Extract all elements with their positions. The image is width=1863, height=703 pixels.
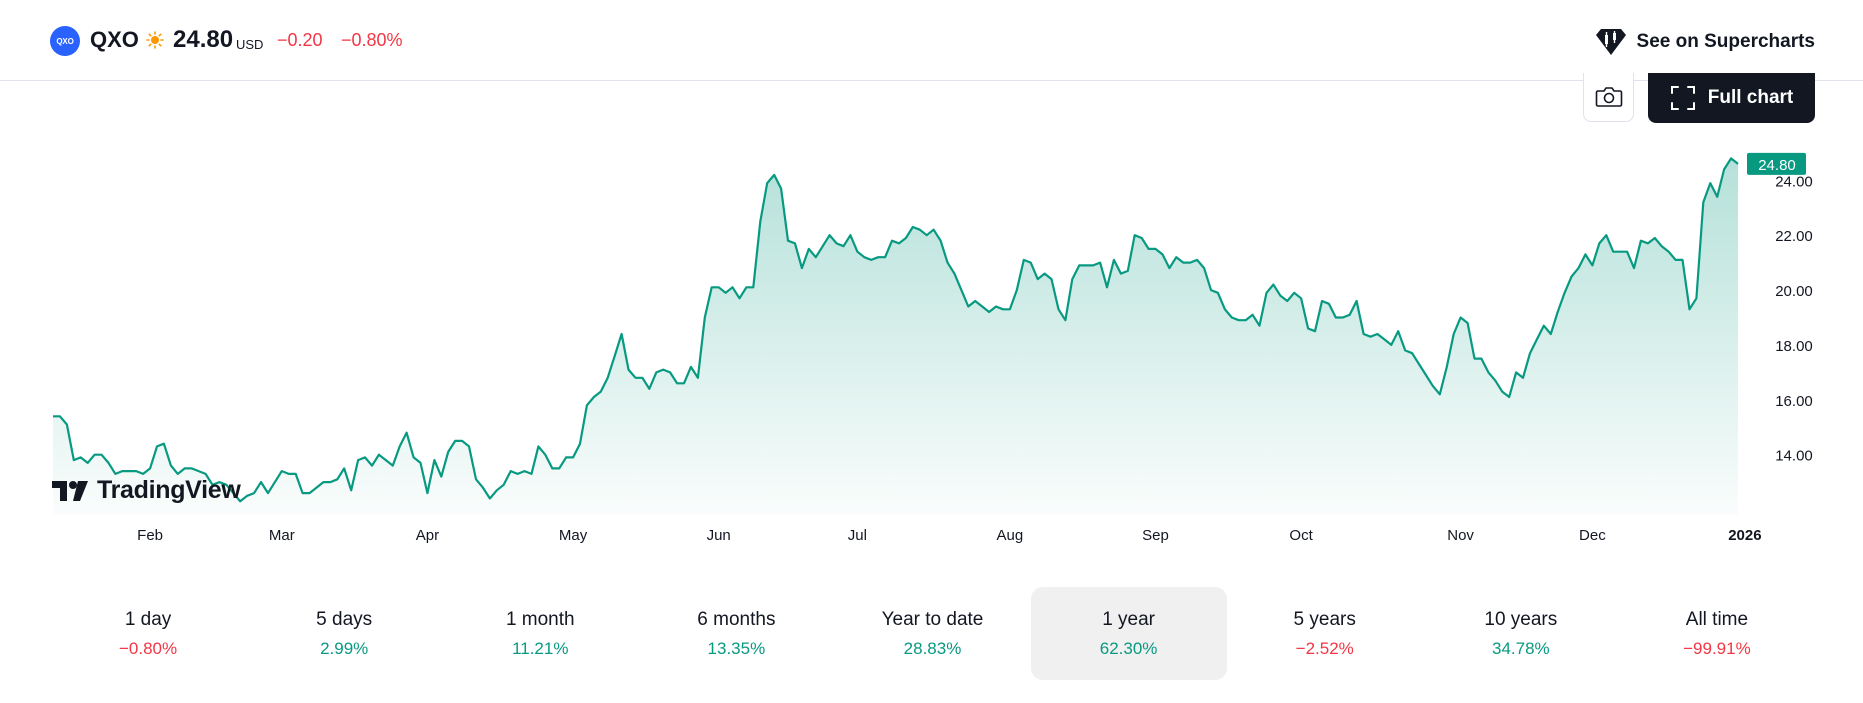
- period-option[interactable]: 5 days 2.99%: [246, 587, 442, 680]
- period-change-value: 11.21%: [512, 638, 569, 658]
- period-change-value: 2.99%: [320, 638, 369, 658]
- x-axis-tick-label: Jun: [707, 527, 731, 544]
- last-price: 24.80: [173, 26, 234, 53]
- tradingview-watermark: TradingView: [52, 476, 241, 505]
- period-option[interactable]: All time −99.91%: [1619, 587, 1815, 680]
- period-option[interactable]: 6 months 13.35%: [638, 587, 834, 680]
- current-price-badge-label: 24.80: [1758, 157, 1796, 174]
- x-axis-tick-label: Jul: [848, 527, 867, 544]
- x-axis-tick-label: Dec: [1579, 527, 1606, 544]
- full-chart-label: Full chart: [1707, 87, 1794, 108]
- market-hours-sun-icon: [146, 31, 164, 49]
- x-axis-tick-label: Apr: [416, 527, 439, 544]
- period-option[interactable]: Year to date 28.83%: [834, 587, 1030, 680]
- period-label: All time: [1685, 608, 1749, 630]
- tradingview-wordmark: TradingView: [97, 476, 241, 504]
- period-change-value: −0.80%: [118, 638, 178, 658]
- fullscreen-icon: [1670, 86, 1695, 110]
- period-option[interactable]: 1 day −0.80%: [50, 587, 246, 680]
- period-option[interactable]: 1 month 11.21%: [442, 587, 638, 680]
- period-label: Year to date: [881, 608, 984, 630]
- see-on-supercharts-link[interactable]: See on Supercharts: [1595, 27, 1815, 57]
- x-axis-tick-label: Oct: [1289, 527, 1313, 544]
- x-axis-tick-label: Mar: [269, 527, 295, 544]
- period-label: 6 months: [697, 608, 776, 630]
- y-axis-tick-label: 22.00: [1775, 228, 1813, 245]
- period-change-value: −99.91%: [1683, 638, 1751, 658]
- logo-text: QXO: [56, 36, 74, 46]
- period-change-value: 62.30%: [1099, 638, 1158, 658]
- price-area-fill: [53, 158, 1738, 515]
- tradingview-logo-icon: [52, 480, 88, 501]
- period-label: 10 years: [1484, 608, 1558, 630]
- price-change: −0.20: [277, 30, 323, 50]
- x-axis-tick-label: Nov: [1447, 527, 1474, 544]
- period-change-value: 28.83%: [903, 638, 962, 658]
- full-chart-button[interactable]: Full chart: [1648, 73, 1815, 123]
- period-option[interactable]: 1 year 62.30%: [1030, 587, 1227, 680]
- x-axis-tick-label: 2026: [1728, 527, 1761, 544]
- x-axis-tick-label: May: [559, 527, 588, 544]
- x-axis-tick-label: Aug: [997, 527, 1024, 544]
- period-change-value: −2.52%: [1295, 638, 1354, 658]
- period-label: 1 day: [124, 608, 172, 630]
- supercharts-icon: [1595, 29, 1626, 55]
- symbol-header: QXO QXO 24.80 USD −0.20 −0.80% See on Su…: [0, 0, 1863, 81]
- y-axis-tick-label: 18.00: [1775, 338, 1813, 355]
- y-axis-tick-label: 24.00: [1775, 173, 1813, 190]
- supercharts-label: See on Supercharts: [1636, 31, 1815, 52]
- period-option[interactable]: 5 years −2.52%: [1227, 587, 1423, 680]
- x-axis-tick-label: Feb: [137, 527, 163, 544]
- y-axis-tick-label: 16.00: [1775, 393, 1813, 410]
- currency-label: USD: [236, 37, 264, 52]
- snapshot-button[interactable]: [1583, 73, 1634, 122]
- period-label: 5 days: [316, 608, 373, 630]
- y-axis-tick-label: 14.00: [1775, 448, 1813, 465]
- period-label: 1 month: [505, 608, 575, 630]
- period-selector: 1 day −0.80% 5 days 2.99% 1 month 11.21% 6 mon…: [50, 587, 1815, 680]
- x-axis-tick-label: Sep: [1142, 527, 1169, 544]
- price-chart[interactable]: 14.00 16.00 18.00 20.00 22.00 24.00 Feb Mar Apr…: [0, 0, 1863, 560]
- period-label: 5 years: [1293, 608, 1356, 630]
- symbol-name[interactable]: QXO: [90, 27, 139, 52]
- camera-icon: [1595, 87, 1622, 107]
- period-option[interactable]: 10 years 34.78%: [1423, 587, 1619, 680]
- period-change-value: 13.35%: [707, 638, 766, 658]
- period-change-value: 34.78%: [1491, 638, 1550, 658]
- company-logo: QXO: [50, 26, 80, 56]
- current-price-badge: [1747, 152, 1806, 175]
- y-axis-tick-label: 20.00: [1775, 283, 1813, 300]
- price-change-percent: −0.80%: [341, 30, 403, 50]
- price-line: [53, 157, 1739, 503]
- period-label: 1 year: [1102, 608, 1155, 630]
